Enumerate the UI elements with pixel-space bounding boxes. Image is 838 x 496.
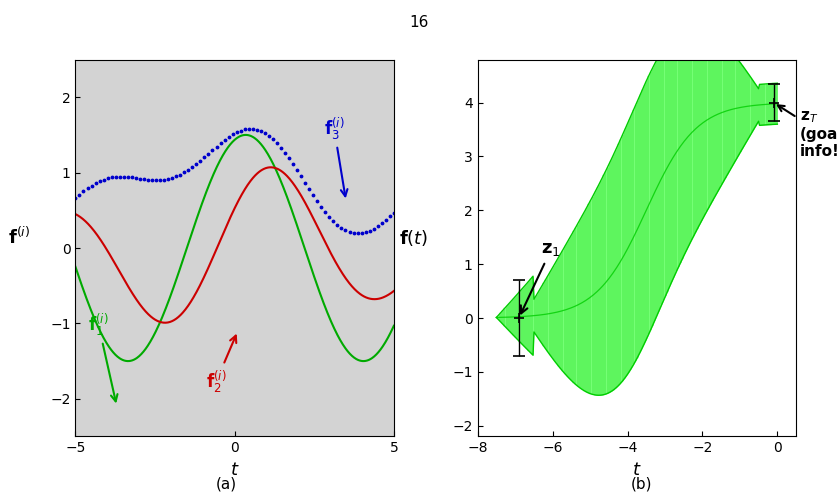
Text: (a): (a) (215, 476, 237, 491)
Text: $\mathbf{f}_1^{(i)}$: $\mathbf{f}_1^{(i)}$ (88, 311, 117, 401)
X-axis label: $t$: $t$ (632, 461, 642, 479)
Text: $\mathbf{z}_T$
(goal
info!): $\mathbf{z}_T$ (goal info!) (778, 105, 838, 159)
X-axis label: $t$: $t$ (230, 461, 240, 479)
Text: $\mathbf{f}_3^{(i)}$: $\mathbf{f}_3^{(i)}$ (323, 116, 348, 196)
Text: $\mathbf{f}_2^{(i)}$: $\mathbf{f}_2^{(i)}$ (206, 336, 236, 395)
Text: $\mathbf{z}_1$: $\mathbf{z}_1$ (521, 241, 561, 313)
Text: (b): (b) (630, 476, 652, 491)
Y-axis label: $\mathbf{f}(t)$: $\mathbf{f}(t)$ (399, 228, 428, 248)
Y-axis label: $\mathbf{f}^{(i)}$: $\mathbf{f}^{(i)}$ (8, 227, 31, 248)
Text: 16: 16 (409, 15, 429, 30)
